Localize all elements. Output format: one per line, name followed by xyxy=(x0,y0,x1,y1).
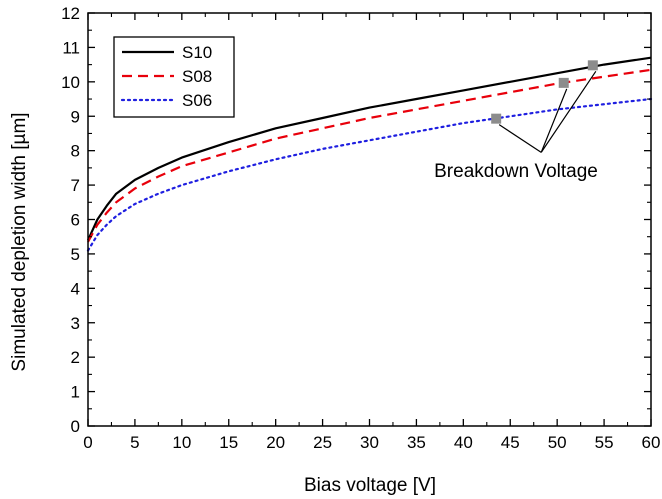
plot-area xyxy=(86,56,653,252)
y-tick-label: 1 xyxy=(71,383,80,402)
y-tick-label: 7 xyxy=(71,176,80,195)
y-axis-label: Simulated depletion width [µm] xyxy=(9,112,30,371)
y-tick-label: 6 xyxy=(71,211,80,230)
breakdown-marker-2 xyxy=(558,77,569,88)
legend-label-s08: S08 xyxy=(182,67,212,86)
y-tick-label: 11 xyxy=(62,38,80,57)
annotation-pointer-3 xyxy=(540,70,597,153)
x-tick-label: 5 xyxy=(130,433,139,452)
x-tick-label: 10 xyxy=(172,433,191,452)
series-line-s10 xyxy=(86,56,652,241)
annotation-pointer-2 xyxy=(540,88,568,153)
y-tick-label: 5 xyxy=(71,245,80,264)
breakdown-marker-1 xyxy=(491,113,502,124)
x-tick-label: 50 xyxy=(548,433,567,452)
series-line-s06 xyxy=(86,97,653,252)
x-tick-label: 40 xyxy=(454,433,473,452)
y-tick-label: 2 xyxy=(71,348,80,367)
x-tick-label: 30 xyxy=(360,433,379,452)
y-tick-label: 0 xyxy=(71,417,80,436)
x-tick-label: 55 xyxy=(595,433,614,452)
x-tick-label: 60 xyxy=(642,433,661,452)
legend-label-s06: S06 xyxy=(182,91,212,110)
x-tick-label: 15 xyxy=(219,433,238,452)
annotation: Breakdown Voltage xyxy=(434,70,598,182)
y-tick-label: 8 xyxy=(71,142,80,161)
y-tick-label: 12 xyxy=(61,4,80,23)
y-tick-label: 3 xyxy=(71,314,80,333)
x-tick-label: 25 xyxy=(313,433,332,452)
annotation-pointer-1 xyxy=(498,124,542,153)
legend: S10 S08 S06 xyxy=(113,36,235,118)
y-tick-label: 4 xyxy=(71,279,80,298)
x-tick-label: 35 xyxy=(407,433,426,452)
annotation-text: Breakdown Voltage xyxy=(434,161,598,182)
x-tick-label: 0 xyxy=(83,433,92,452)
legend-label-s10: S10 xyxy=(182,43,212,62)
breakdown-marker-3 xyxy=(587,60,598,71)
x-tick-label: 20 xyxy=(266,433,285,452)
y-tick-label: 9 xyxy=(71,107,80,126)
x-tick-label: 45 xyxy=(501,433,520,452)
y-tick-label: 10 xyxy=(61,73,80,92)
x-axis-label: Bias voltage [V] xyxy=(304,475,436,496)
